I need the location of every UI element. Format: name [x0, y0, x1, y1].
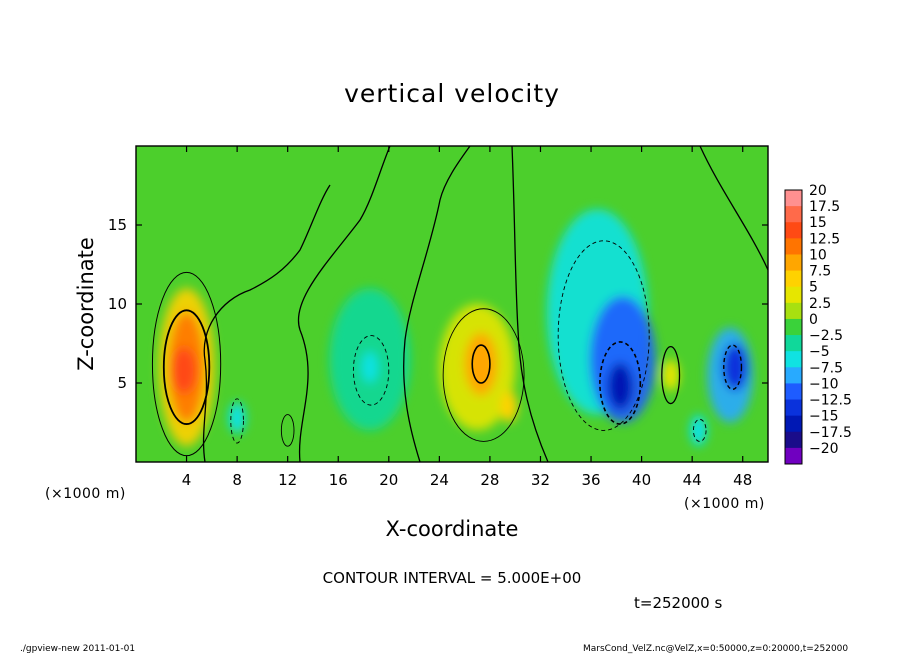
contour-line [599, 341, 642, 425]
colorbar-label: 0 [809, 312, 818, 328]
x-tick-label: 12 [278, 471, 297, 489]
y-tick-label: 10 [108, 295, 127, 313]
contour-line [280, 414, 295, 447]
x-tick-label: 16 [329, 471, 348, 489]
field-region [589, 296, 656, 423]
x-tick-label: 32 [531, 471, 550, 489]
colorbar-label: 12.5 [809, 231, 840, 247]
colorbar-swatch [785, 270, 802, 288]
velocity-extremum [607, 362, 633, 410]
colorbar-swatch [785, 447, 802, 465]
contour-line [511, 146, 549, 462]
contour-interval: CONTOUR INTERVAL = 5.000E+00 [323, 569, 582, 587]
colorbar-label: −2.5 [809, 328, 843, 344]
colorbar-swatch [785, 286, 802, 304]
time-label: t=252000 s [634, 594, 722, 612]
velocity-extremum [361, 351, 379, 383]
contour-line [557, 240, 650, 431]
colorbar-swatch [785, 254, 802, 272]
x-tick-label: 20 [379, 471, 398, 489]
colorbar-label: 15 [809, 215, 827, 231]
contour-line [230, 398, 244, 444]
y-axis-label: Z-coordinate [74, 237, 98, 371]
colorbar-swatch [785, 190, 802, 207]
velocity-blobs [158, 209, 753, 447]
colorbar-label: −20 [809, 441, 839, 457]
x-tick-label: 36 [581, 471, 600, 489]
contour-lines [151, 146, 768, 462]
velocity-extremum [662, 359, 680, 391]
colorbar-swatch [785, 222, 802, 239]
x-tick-label: 28 [480, 471, 499, 489]
velocity-extremum [722, 343, 748, 391]
x-tick-label: 4 [182, 471, 192, 489]
contour-line [661, 346, 681, 405]
x-tick-label: 24 [430, 471, 449, 489]
colorbar-label: 5 [809, 280, 818, 296]
velocity-extremum [171, 346, 197, 394]
colorbar-label: −5 [809, 344, 830, 360]
velocity-extremum [500, 391, 518, 423]
colorbar-swatch [785, 383, 802, 401]
x-axis-label: X-coordinate [386, 517, 519, 541]
x-tick-label: 8 [232, 471, 242, 489]
contour-line [202, 184, 331, 462]
x-unit-left: (×1000 m) [45, 486, 126, 502]
contour-line [151, 271, 222, 457]
contour-line [692, 418, 707, 442]
colorbar-label: 2.5 [809, 296, 831, 312]
colorbar-swatch [785, 415, 802, 433]
x-tick-label: 48 [733, 471, 752, 489]
colorbar-label: 7.5 [809, 264, 831, 280]
colorbar-swatch [785, 206, 802, 223]
x-tick-label: 44 [683, 471, 702, 489]
contour-line [442, 308, 525, 442]
colorbar-swatch [785, 367, 802, 384]
velocity-extremum [228, 402, 246, 434]
colorbar-label: −10 [809, 376, 839, 392]
contour-line [723, 344, 743, 391]
contour-line [699, 146, 768, 271]
contour-line [297, 146, 391, 462]
y-axis: 5 10 15 [108, 216, 768, 392]
colorbar-swatch [785, 318, 802, 336]
y-tick-label: 5 [117, 374, 127, 392]
colorbar-swatch [785, 431, 802, 449]
colorbar-label: 17.5 [809, 199, 840, 215]
colorbar-label: 20 [809, 183, 827, 199]
colorbar-frame [784, 189, 803, 465]
colorbar-swatch [785, 351, 802, 368]
x-tick-label: 40 [632, 471, 651, 489]
colorbar-swatch [785, 399, 802, 417]
colorbar-swatch [785, 335, 802, 352]
chart-title: vertical velocity [344, 79, 560, 108]
contour-line [352, 335, 390, 406]
x-axis: 4 8 12 16 20 24 28 32 36 40 44 48 [182, 146, 752, 489]
x-unit-right: (×1000 m) [684, 496, 765, 512]
contour-line [471, 344, 491, 384]
colorbar-label: −12.5 [809, 393, 852, 409]
velocity-extremum [467, 340, 493, 388]
y-tick-label: 15 [108, 216, 127, 234]
colorbar-label: −15 [809, 409, 839, 425]
contour-line [403, 146, 471, 462]
heatmap-field [136, 146, 768, 462]
colorbar: 2017.51512.5107.552.50−2.5−5−7.5−10−12.5… [784, 183, 852, 465]
colorbar-swatch [785, 238, 802, 255]
footer-right: MarsCond_VelZ.nc@VelZ,x=0:50000,z=0:2000… [583, 644, 848, 654]
colorbar-swatch [785, 302, 802, 320]
colorbar-label: −17.5 [809, 425, 852, 441]
colorbar-label: 10 [809, 247, 827, 263]
velocity-extremum [690, 414, 707, 446]
colorbar-label: −7.5 [809, 360, 843, 376]
footer-left: ./gpview-new 2011-01-01 [20, 644, 135, 654]
contour-line [162, 309, 211, 425]
